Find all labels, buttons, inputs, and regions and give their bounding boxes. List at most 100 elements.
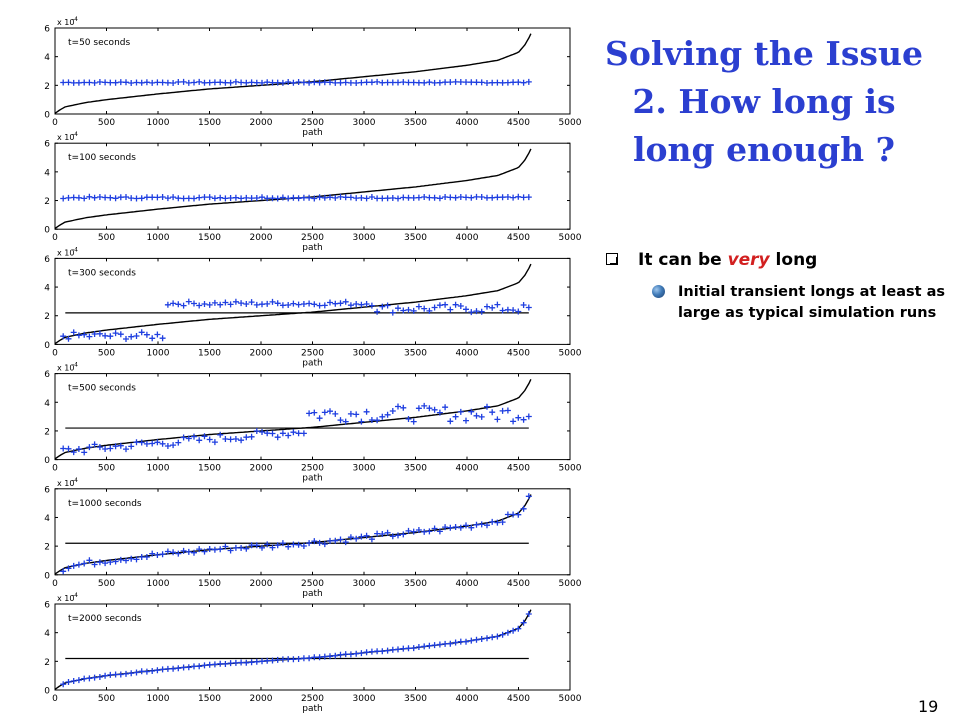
data-point-marker — [227, 301, 234, 308]
data-point-marker — [510, 418, 517, 425]
data-point-marker — [107, 194, 114, 201]
data-point-marker — [395, 305, 401, 312]
data-point-marker — [421, 528, 428, 535]
data-point-marker — [264, 541, 271, 548]
data-point-marker — [510, 511, 517, 518]
bullet-prefix: It can be — [638, 250, 728, 270]
data-point-marker — [232, 78, 239, 85]
data-point-marker — [410, 418, 417, 425]
data-point-marker — [384, 302, 391, 309]
data-point-marker — [489, 79, 496, 86]
data-point-marker — [342, 194, 349, 201]
data-point-marker — [154, 79, 161, 86]
data-point-marker — [484, 194, 490, 201]
data-point-marker — [300, 655, 307, 662]
data-point-marker — [196, 437, 203, 444]
data-point-marker — [86, 333, 93, 340]
data-point-marker — [389, 79, 396, 86]
data-point-marker — [211, 195, 218, 202]
data-point-marker — [123, 79, 129, 86]
x-tick-label: 2500 — [301, 118, 324, 128]
data-point-marker — [222, 299, 229, 306]
data-point-marker — [337, 193, 344, 200]
data-point-marker — [143, 440, 150, 447]
data-point-marker — [515, 414, 522, 421]
y-tick-label: 0 — [44, 341, 50, 351]
data-point-marker — [347, 410, 354, 417]
data-point-marker — [117, 79, 124, 86]
data-point-marker — [384, 647, 391, 654]
x-tick-label: 5000 — [559, 233, 582, 243]
data-point-marker — [285, 195, 292, 202]
data-point-marker — [321, 194, 328, 201]
data-point-marker — [143, 554, 150, 560]
data-point-marker — [295, 79, 302, 85]
data-point-marker — [468, 79, 475, 86]
slide-title: Solving the Issue 2. How long is long en… — [588, 30, 940, 175]
data-point-marker — [274, 300, 281, 307]
data-point-marker — [316, 302, 323, 309]
data-point-marker — [159, 335, 166, 342]
chart-panel-5: 0 500 1000 1500 2000 2500 3000 3500 4000 4500 5000… — [44, 477, 581, 599]
x-tick-label: 5000 — [559, 348, 582, 358]
data-point-marker — [431, 194, 438, 201]
data-point-marker — [494, 519, 501, 526]
data-point-marker — [353, 301, 360, 307]
y-exponent-power: -4 — [72, 477, 78, 484]
y-tick-label: 0 — [44, 687, 50, 697]
data-point-marker — [232, 194, 239, 201]
x-tick-label: 5000 — [559, 579, 582, 589]
data-point-marker — [259, 79, 265, 86]
data-point-marker — [421, 79, 428, 86]
data-point-marker — [410, 645, 417, 652]
data-point-marker — [60, 445, 67, 452]
data-point-marker — [316, 79, 323, 86]
data-point-marker — [75, 194, 82, 201]
data-point-marker — [332, 194, 339, 201]
data-point-marker — [159, 551, 166, 558]
data-point-marker — [65, 565, 72, 572]
x-tick-label: 0 — [52, 464, 58, 474]
data-point-marker — [138, 79, 145, 86]
data-point-marker — [185, 435, 192, 442]
y-tick-label: 2 — [44, 312, 50, 322]
bullet-list: It can be very long Initial transient lo… — [604, 250, 954, 324]
data-point-marker — [306, 655, 313, 662]
data-point-marker — [368, 79, 375, 86]
title-line-2: 2. How long is — [632, 82, 896, 122]
x-tick-label: 1000 — [147, 233, 170, 243]
y-tick-label: 0 — [44, 456, 50, 466]
data-point-marker — [243, 659, 250, 666]
data-point-marker — [395, 403, 401, 410]
data-point-marker — [337, 79, 344, 86]
data-point-marker — [426, 307, 433, 314]
data-point-marker — [227, 660, 234, 667]
data-point-marker — [164, 548, 171, 555]
data-point-marker — [243, 194, 250, 201]
x-tick-label: 4500 — [507, 348, 530, 358]
data-point-marker — [154, 331, 161, 338]
data-point-marker — [421, 643, 428, 650]
data-point-marker — [102, 446, 109, 452]
data-point-marker — [478, 413, 485, 420]
x-tick-label: 2000 — [250, 233, 273, 243]
data-point-marker — [400, 79, 407, 86]
data-point-marker — [217, 431, 224, 438]
data-point-marker — [363, 532, 370, 539]
data-point-marker — [164, 79, 171, 86]
data-point-marker — [457, 79, 464, 85]
x-tick-label: 2500 — [301, 348, 324, 358]
x-axis-label: path — [302, 589, 322, 599]
data-point-marker — [112, 195, 119, 202]
data-point-marker — [489, 194, 496, 201]
data-point-marker — [510, 627, 517, 634]
data-point-marker — [358, 533, 365, 540]
y-tick-label: 6 — [44, 255, 50, 265]
data-point-marker — [426, 405, 433, 412]
data-point-marker — [457, 524, 464, 531]
chart-panel-3: 0 500 1000 1500 2000 2500 3000 3500 4000 4500 5000… — [44, 246, 581, 368]
y-exponent-label: x 10 — [57, 18, 74, 27]
data-point-marker — [510, 194, 517, 201]
data-point-marker — [128, 443, 135, 450]
data-point-marker — [227, 436, 234, 443]
